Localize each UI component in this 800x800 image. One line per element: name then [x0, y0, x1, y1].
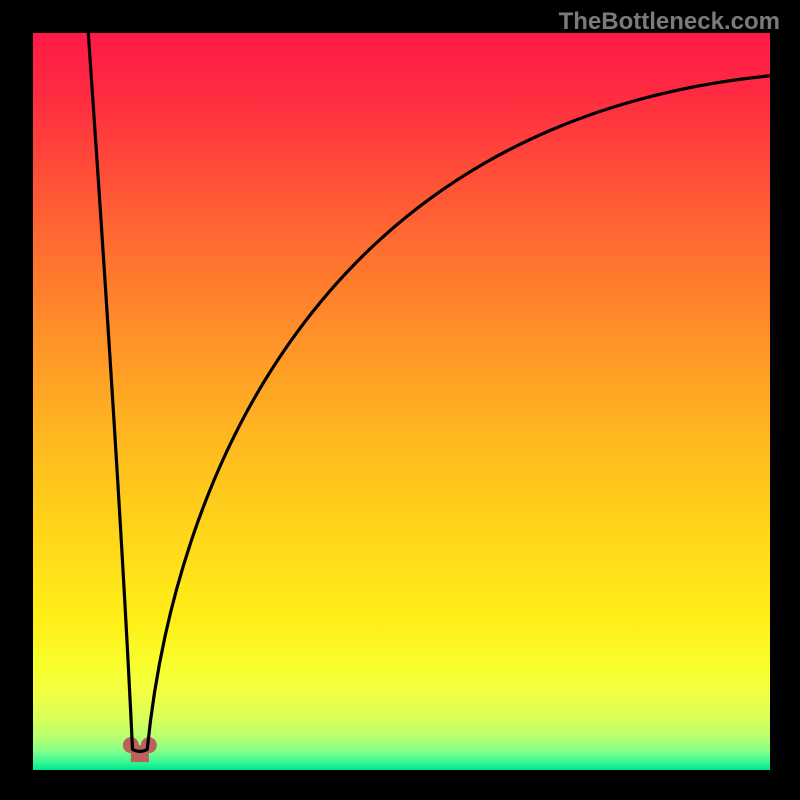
- watermark-text: TheBottleneck.com: [559, 8, 780, 36]
- foot-marker: [123, 737, 157, 762]
- curve-layer: [33, 33, 770, 770]
- plot-area: [33, 33, 770, 770]
- bottleneck-curve: [88, 33, 770, 751]
- chart-container: TheBottleneck.com: [0, 0, 800, 800]
